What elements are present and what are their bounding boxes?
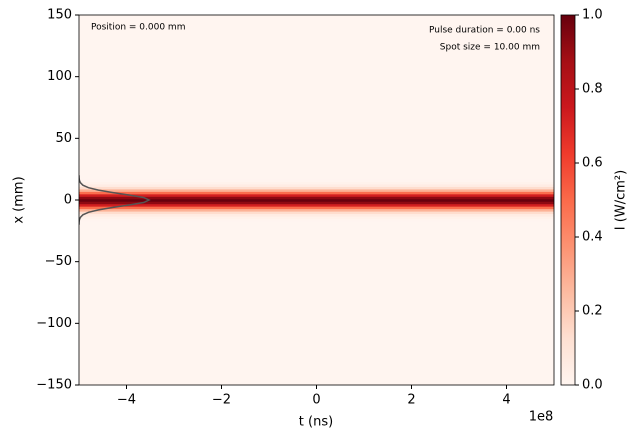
heatmap-row: [79, 183, 554, 187]
heatmap-row: [79, 196, 554, 200]
profile-curve: [79, 175, 151, 225]
heatmap-row: [79, 198, 554, 202]
colorbar-tick-label: 1.0: [582, 8, 603, 23]
heatmap-row: [79, 193, 554, 197]
annotation: Spot size = 10.00 mm: [440, 43, 540, 53]
colorbar-label: I (W/cm²): [614, 170, 629, 230]
x-axis-label: t (ns): [299, 415, 333, 430]
heatmap-row: [79, 201, 554, 205]
annotation: Position = 0.000 mm: [91, 23, 185, 33]
y-tick-label: −150: [36, 378, 72, 393]
heatmap-row: [79, 213, 554, 217]
annotation: Pulse duration = 0.00 ns: [429, 26, 540, 36]
heatmap-row: [79, 188, 554, 192]
heatmap-row: [79, 216, 554, 219]
heatmap-row: [79, 174, 554, 178]
y-tick-label: 50: [55, 131, 72, 146]
colorbar-tick-label: 0.6: [582, 156, 603, 171]
heatmap-row: [79, 203, 554, 207]
colorbar-tick-label: 0.4: [582, 230, 603, 245]
heatmap-row: [79, 211, 554, 215]
heatmap-row: [79, 223, 554, 227]
heatmap-row: [79, 206, 554, 210]
heatmap-row: [79, 176, 554, 180]
plot-area: [79, 15, 554, 385]
heatmap-row: [79, 191, 554, 195]
x-offset-label: 1e8: [529, 410, 554, 425]
x-tick-label: 2: [407, 393, 415, 408]
y-tick-label: 0: [64, 193, 72, 208]
y-axis-label: x (mm): [12, 176, 27, 223]
y-tick-label: −100: [36, 316, 72, 331]
colorbar-tick-label: 0.2: [582, 304, 603, 319]
x-tick-label: 0: [312, 393, 320, 408]
heatmap-row: [79, 179, 554, 182]
heatmap-row: [79, 186, 554, 190]
y-tick-label: 100: [47, 69, 72, 84]
heatmap-row: [79, 181, 554, 185]
heatmap-row: [79, 220, 554, 224]
colorbar-tick-label: 0.0: [582, 378, 603, 393]
colorbar: [560, 14, 576, 386]
y-tick-label: 150: [47, 8, 72, 23]
colorbar-tick-label: 0.8: [582, 82, 603, 97]
x-tick-label: −4: [117, 393, 136, 408]
heatmap-row: [79, 208, 554, 212]
y-tick-label: −50: [45, 254, 72, 269]
x-tick-label: 4: [502, 393, 510, 408]
heatmap-row: [79, 218, 554, 222]
x-tick-label: −2: [212, 393, 231, 408]
